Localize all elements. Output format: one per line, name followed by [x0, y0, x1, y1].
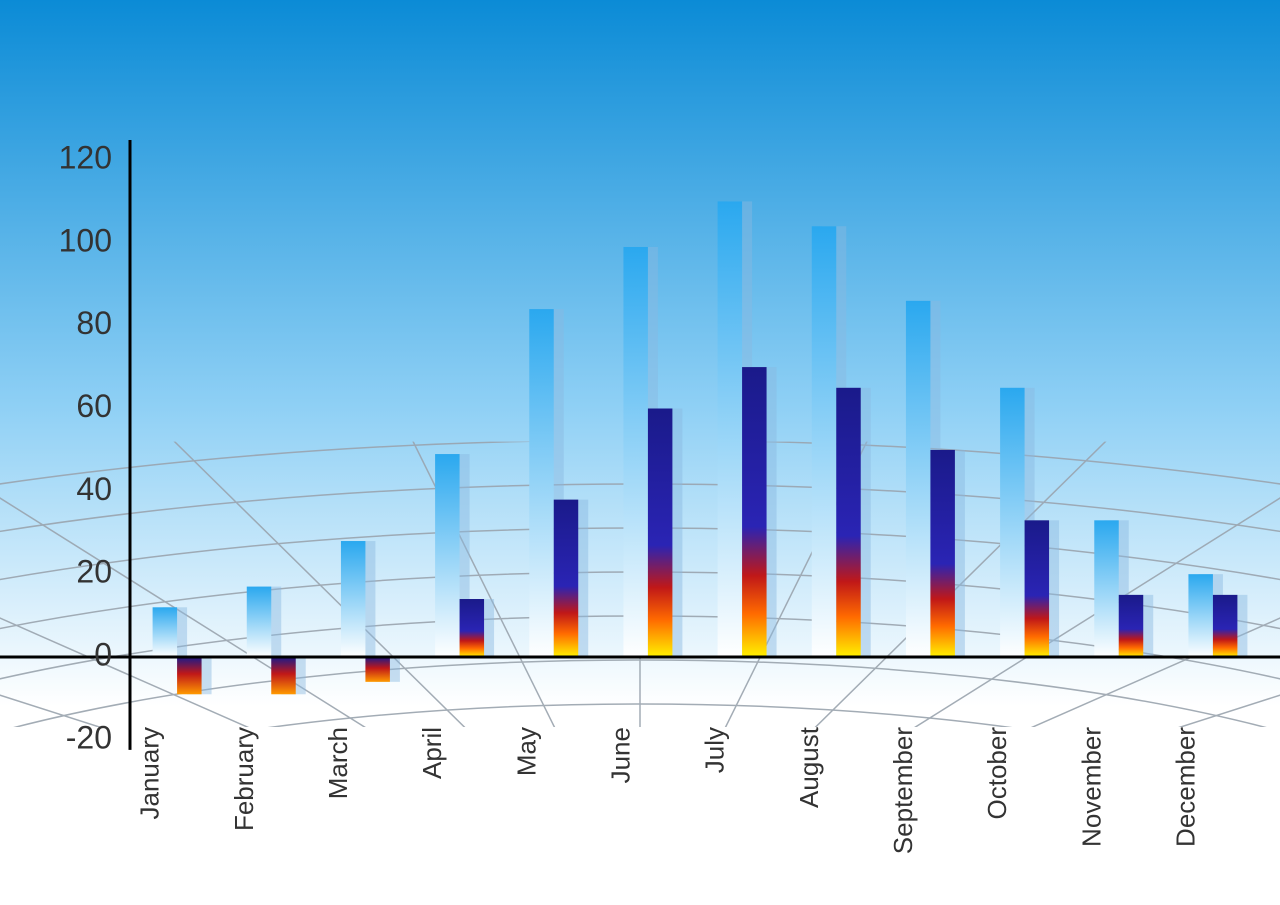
xtick-label: May — [511, 727, 541, 776]
ytick-label: 120 — [59, 139, 112, 175]
bar-a-4 — [529, 309, 553, 657]
xtick-label: June — [605, 727, 635, 783]
bar-a-8 — [906, 301, 930, 657]
bar-a-3 — [435, 454, 459, 657]
xtick-label: February — [229, 727, 259, 831]
xtick-label: August — [794, 726, 824, 808]
bar-a-6 — [718, 201, 742, 657]
bar-a-11 — [1188, 574, 1212, 657]
bar-b-10 — [1119, 595, 1143, 657]
xtick-label: November — [1076, 727, 1106, 847]
xtick-label: April — [417, 727, 447, 779]
bar-b-4 — [554, 500, 578, 657]
bar-a-7 — [812, 226, 836, 657]
bar-a-0 — [153, 607, 177, 657]
bar-b-2 — [365, 657, 389, 682]
xtick-label: October — [982, 727, 1012, 820]
bar-a-1 — [247, 587, 271, 657]
bar-a-2 — [341, 541, 365, 657]
bar-b-8 — [930, 450, 954, 657]
bar-b-9 — [1025, 520, 1049, 657]
xtick-label: September — [888, 727, 918, 855]
bar-b-5 — [648, 409, 672, 658]
ytick-label: -20 — [66, 719, 112, 755]
xtick-label: July — [700, 727, 730, 773]
ytick-label: 20 — [76, 554, 112, 590]
xtick-label: January — [135, 727, 165, 820]
ytick-label: 80 — [76, 305, 112, 341]
bar-b-3 — [460, 599, 484, 657]
bar-b-6 — [742, 367, 766, 657]
bar-a-9 — [1000, 388, 1024, 657]
xtick-label: March — [323, 727, 353, 799]
bar-b-11 — [1213, 595, 1237, 657]
chart-container: -20 0 20 40 60 80 100 120 January February March Ap… — [0, 0, 1280, 905]
ytick-label: 60 — [76, 388, 112, 424]
chart-svg: -20 0 20 40 60 80 100 120 January February March Ap… — [0, 0, 1280, 905]
ytick-label: 0 — [94, 636, 112, 672]
bar-a-10 — [1094, 520, 1118, 657]
bar-a-5 — [623, 247, 647, 657]
ytick-label: 100 — [59, 222, 112, 258]
bar-b-7 — [836, 388, 860, 657]
ytick-label: 40 — [76, 471, 112, 507]
bar-b-1 — [271, 657, 295, 694]
xtick-label: December — [1170, 727, 1200, 847]
bar-b-0 — [177, 657, 201, 694]
